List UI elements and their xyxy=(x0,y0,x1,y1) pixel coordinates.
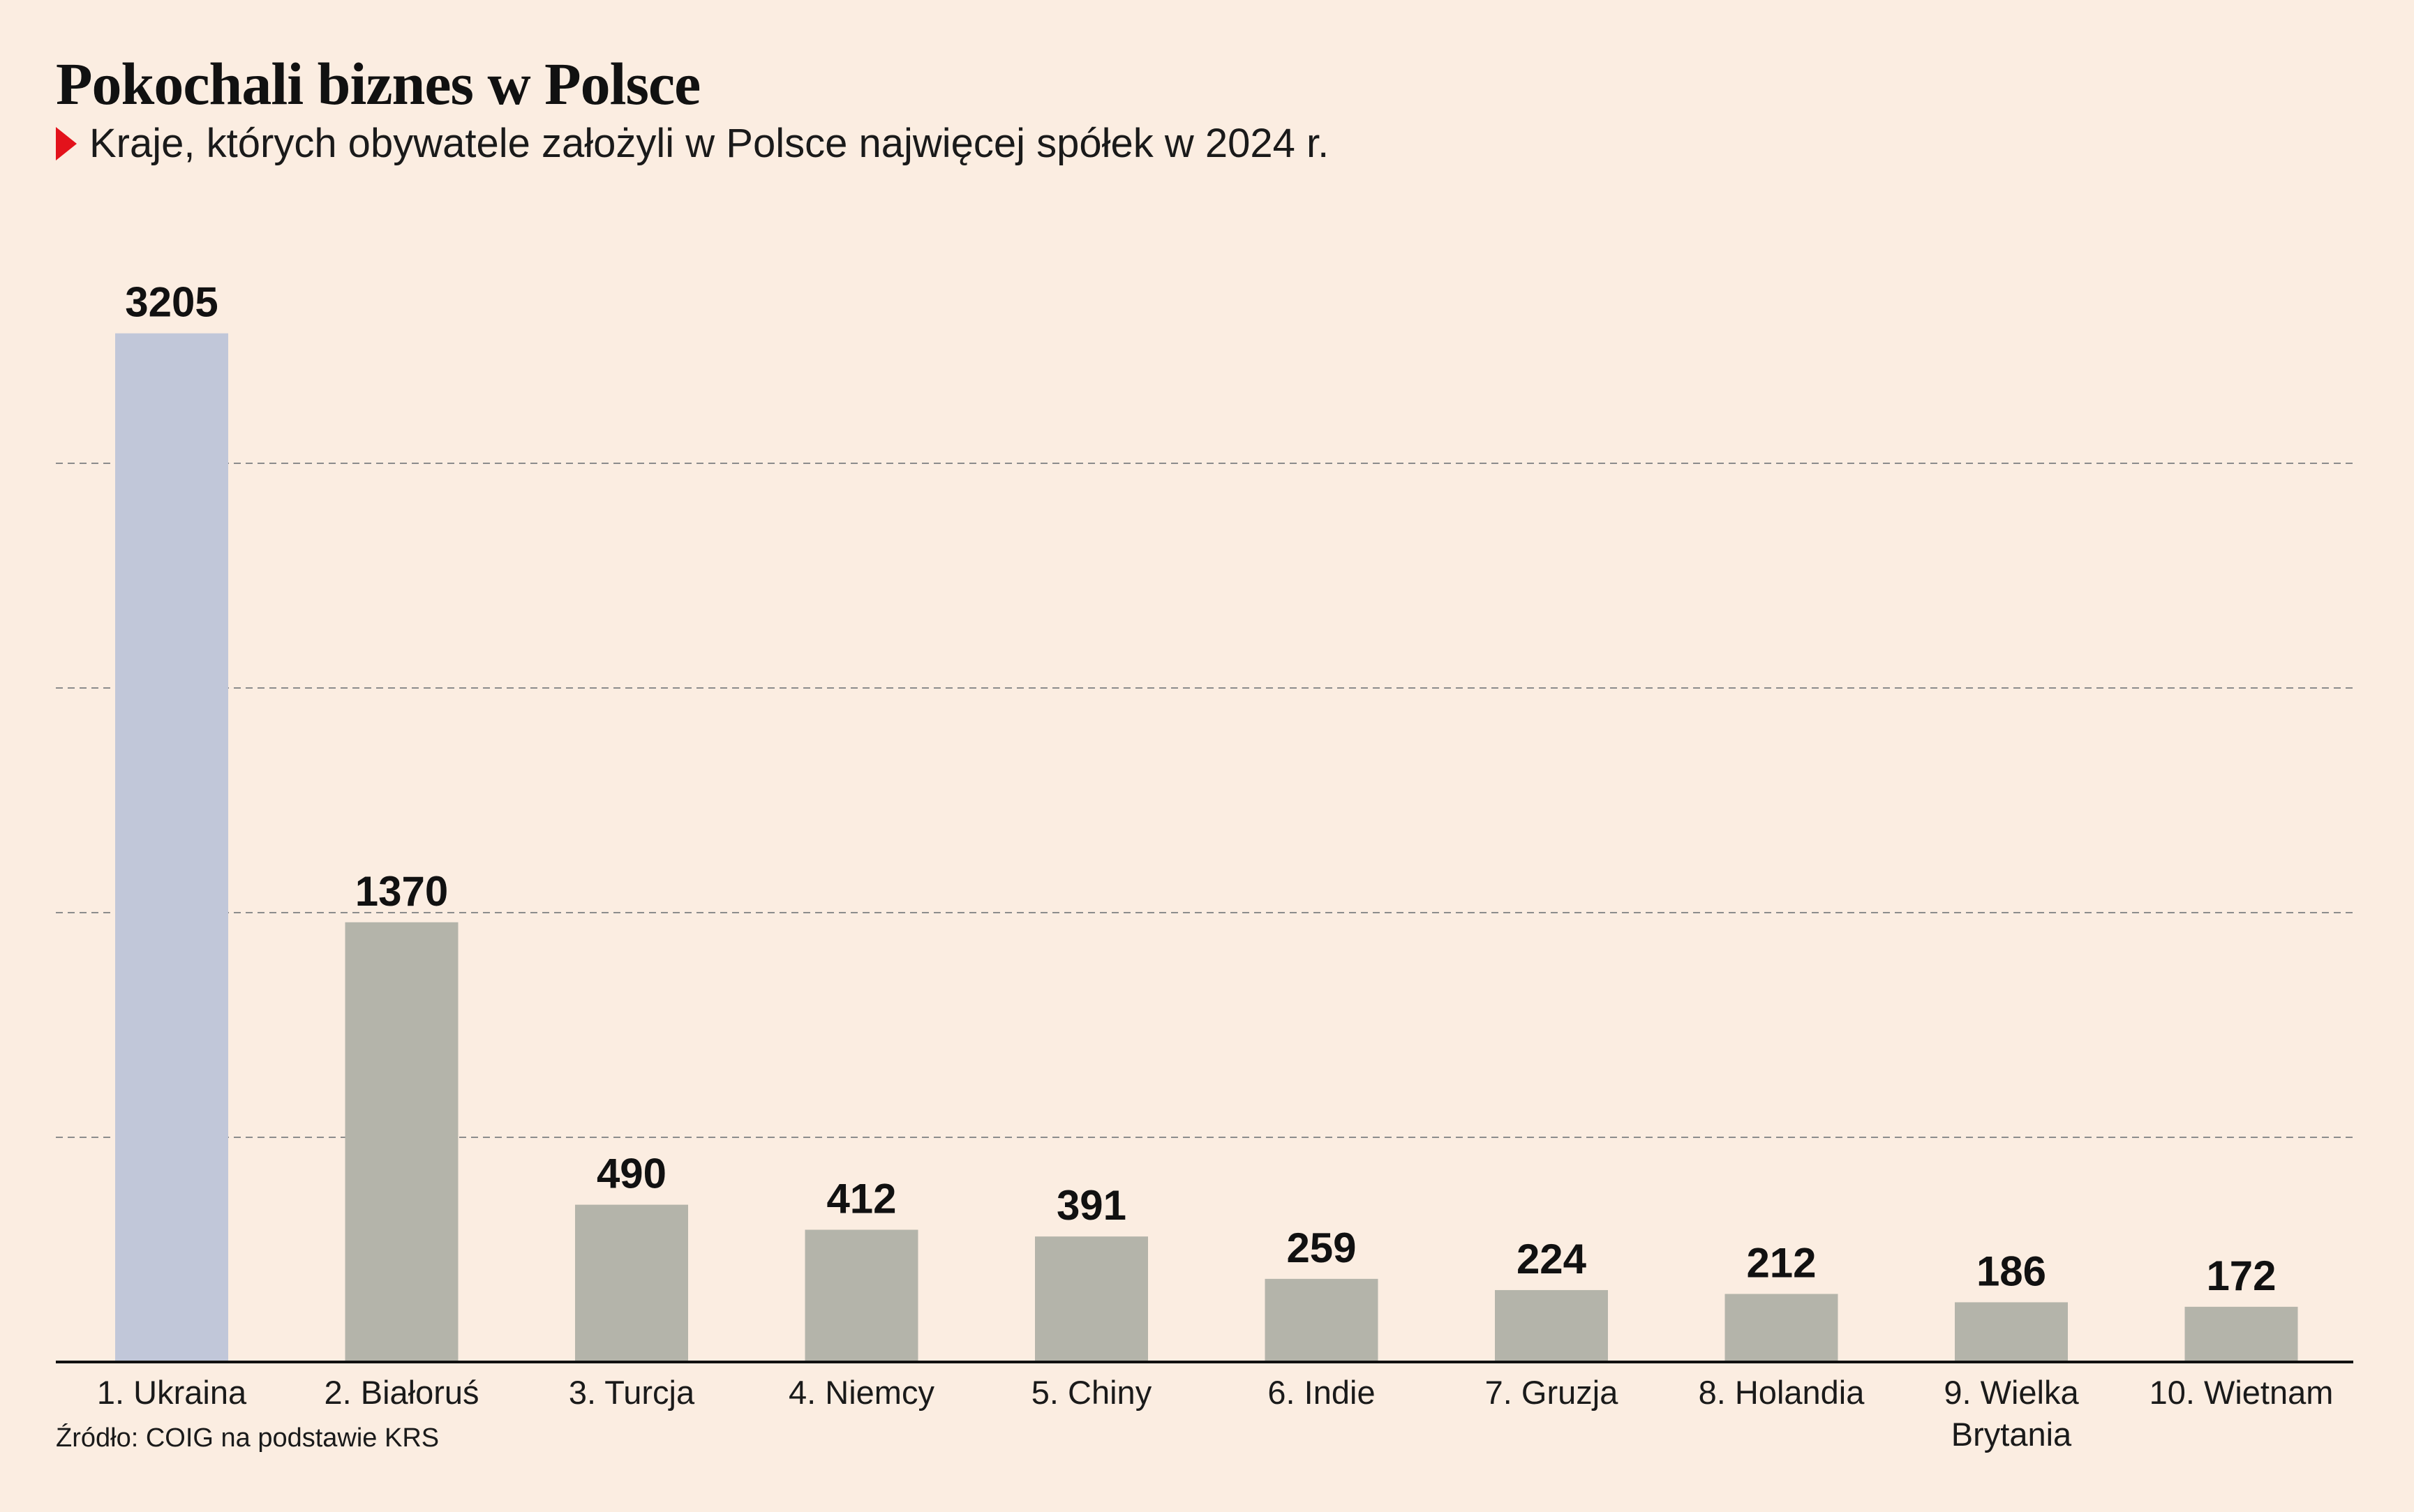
value-label-7: 224 xyxy=(1517,1236,1587,1282)
bar-8 xyxy=(1724,1294,1838,1362)
value-label-10: 172 xyxy=(2206,1252,2276,1299)
category-label-8: 8. Holandia xyxy=(1699,1374,1865,1411)
category-label-line: 7. Gruzja xyxy=(1485,1374,1619,1411)
value-label-5: 391 xyxy=(1057,1182,1126,1229)
subtitle-text: Kraje, których obywatele założyli w Pols… xyxy=(89,121,1329,166)
category-label-3: 3. Turcja xyxy=(569,1374,695,1411)
red-triangle-icon xyxy=(56,126,77,160)
category-label-line: 2. Białoruś xyxy=(324,1374,479,1411)
value-label-8: 212 xyxy=(1746,1239,1816,1286)
category-label-line: 1. Ukraina xyxy=(97,1374,247,1411)
category-label-9: 9. Wielka Brytania xyxy=(1944,1374,2079,1453)
bar-1 xyxy=(115,333,228,1363)
category-label-line: 10. Wietnam xyxy=(2149,1374,2334,1411)
source-note: Źródło: COIG na podstawie KRS xyxy=(56,1423,440,1453)
category-label-line: 9. Wielka xyxy=(1944,1374,2079,1411)
value-label-3: 490 xyxy=(597,1151,666,1197)
bars xyxy=(115,333,2298,1363)
category-label-line: 8. Holandia xyxy=(1699,1374,1865,1411)
category-label-line: Brytania xyxy=(1951,1416,2072,1453)
bar-6 xyxy=(1265,1278,1378,1362)
category-label-line: 4. Niemcy xyxy=(789,1374,934,1411)
category-label-6: 6. Indie xyxy=(1267,1374,1375,1411)
value-label-4: 412 xyxy=(826,1175,896,1222)
value-label-9: 186 xyxy=(1976,1248,2046,1294)
category-label-2: 2. Białoruś xyxy=(324,1374,479,1411)
category-label-10: 10. Wietnam xyxy=(2149,1374,2334,1411)
category-label-7: 7. Gruzja xyxy=(1485,1374,1619,1411)
chart-subtitle: Kraje, których obywatele założyli w Pols… xyxy=(56,120,1329,167)
value-label-1: 3205 xyxy=(125,279,218,326)
bar-5 xyxy=(1035,1236,1148,1362)
bar-7 xyxy=(1495,1289,1608,1362)
bar-9 xyxy=(1955,1302,2068,1362)
bar-4 xyxy=(805,1229,918,1362)
category-label-4: 4. Niemcy xyxy=(789,1374,934,1411)
category-label-line: 5. Chiny xyxy=(1031,1374,1152,1411)
category-label-line: 6. Indie xyxy=(1267,1374,1375,1411)
value-labels: 3205 1370 490 412 391 259 224 212 186 172 xyxy=(125,279,2276,1299)
value-label-2: 1370 xyxy=(355,868,448,915)
value-label-6: 259 xyxy=(1286,1225,1356,1271)
bar-2 xyxy=(345,922,459,1362)
category-label-line: 3. Turcja xyxy=(569,1374,695,1411)
bar-3 xyxy=(575,1204,688,1362)
category-label-1: 1. Ukraina xyxy=(97,1374,247,1411)
bar-10 xyxy=(2184,1306,2298,1362)
category-label-5: 5. Chiny xyxy=(1031,1374,1152,1411)
chart-title: Pokochali biznes w Polsce xyxy=(56,50,701,117)
category-labels: 1. Ukraina 2. Białoruś 3. Turcja 4. Niemcy 5… xyxy=(97,1374,2334,1453)
